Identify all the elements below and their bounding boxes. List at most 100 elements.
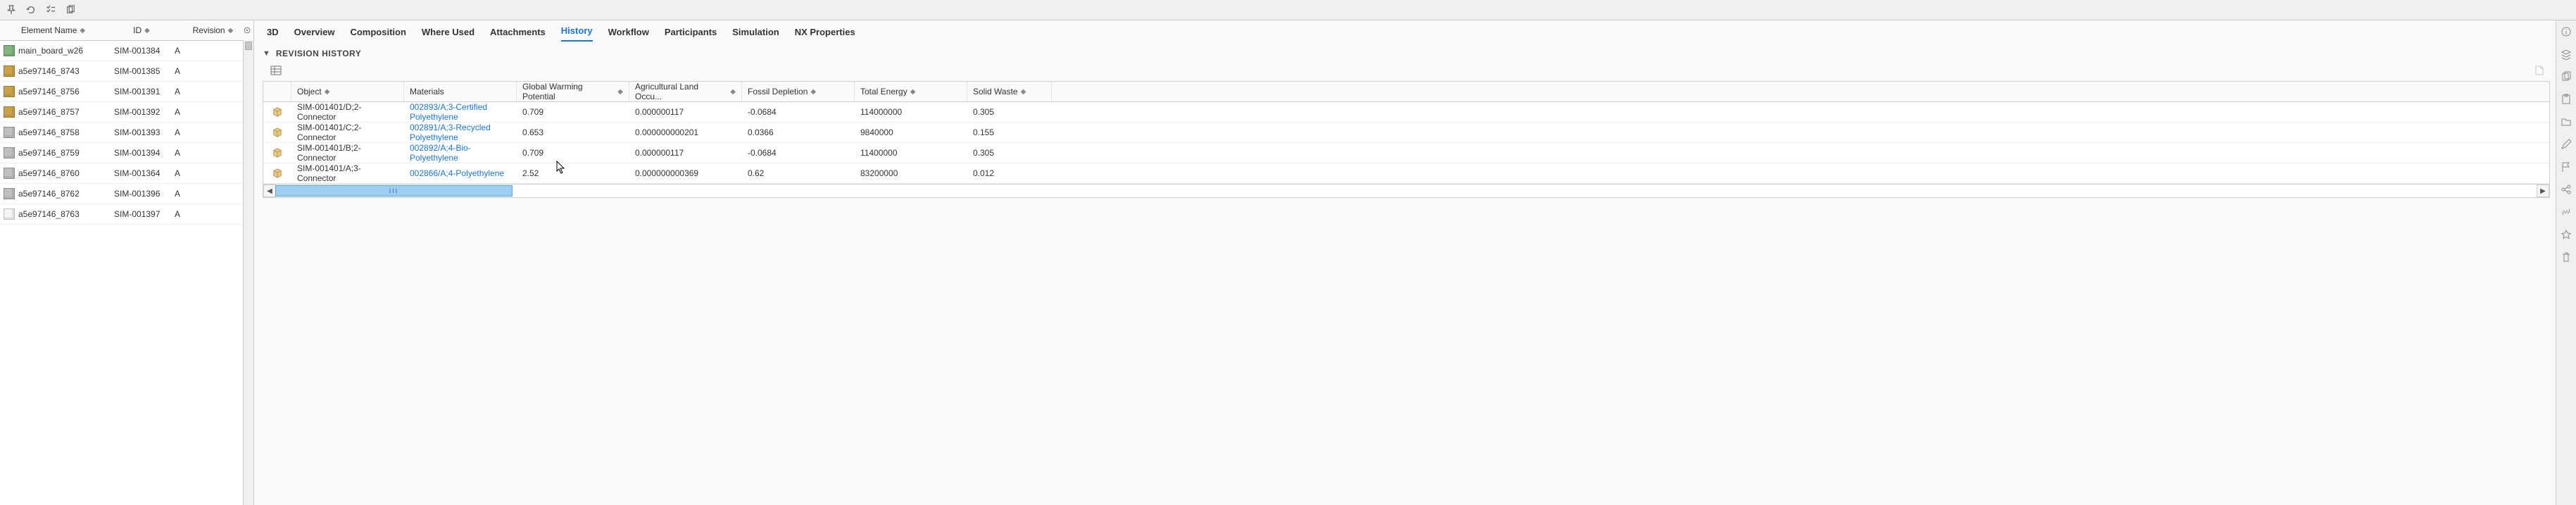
col-label: ID — [133, 25, 142, 35]
export-icon[interactable] — [2533, 64, 2546, 77]
trash-icon[interactable] — [2561, 251, 2572, 263]
tree-row[interactable]: a5e97146_8756SIM-001391A — [0, 82, 253, 102]
tree-row[interactable]: a5e97146_8762SIM-001396A — [0, 184, 253, 204]
cell-name: a5e97146_8763 — [18, 209, 114, 219]
tab-workflow[interactable]: Workflow — [608, 27, 649, 42]
col-label: Element Name — [21, 25, 77, 35]
cell-rev: A — [175, 148, 224, 158]
material-link[interactable]: 002866/A;4-Polyethylene — [410, 168, 504, 178]
scrollbar-thumb[interactable] — [245, 42, 252, 50]
col-revision[interactable]: Revision◆ — [193, 25, 241, 35]
tab-nx-properties[interactable]: NX Properties — [795, 27, 855, 42]
cell-icon — [263, 102, 291, 122]
tree-row[interactable]: a5e97146_8763SIM-001397A — [0, 204, 253, 225]
share-icon[interactable] — [2561, 184, 2572, 195]
sort-icon: ◆ — [617, 88, 623, 96]
col-label: Agricultural Land Occu... — [635, 82, 727, 101]
cell-alo: 0.000000117 — [629, 143, 742, 163]
col-object[interactable]: Object◆ — [291, 82, 404, 101]
info-icon[interactable] — [2561, 26, 2572, 37]
cell-object: SIM-001401/D;2-Connector — [291, 102, 404, 122]
tab-composition[interactable]: Composition — [350, 27, 406, 42]
sort-icon: ◆ — [810, 88, 816, 96]
col-te[interactable]: Total Energy◆ — [855, 82, 967, 101]
tree-row[interactable]: main_board_w26SIM-001384A — [0, 41, 253, 61]
collapse-icon[interactable]: ▼ — [263, 49, 270, 58]
material-link[interactable]: 002891/A;3-Recycled Polyethylene — [410, 123, 510, 142]
part-icon — [0, 127, 18, 138]
col-id[interactable]: ID◆ — [133, 25, 192, 35]
sort-icon: ◆ — [325, 88, 330, 96]
pin-icon[interactable] — [6, 4, 17, 15]
tab-history[interactable]: History — [561, 25, 593, 42]
cell-id: SIM-001396 — [114, 189, 175, 199]
grid-horizontal-scrollbar[interactable]: ◀ III ▶ — [263, 184, 2549, 197]
cell-rev: A — [175, 87, 224, 96]
col-fd[interactable]: Fossil Depletion◆ — [742, 82, 855, 101]
tree-row[interactable]: a5e97146_8760SIM-001364A — [0, 163, 253, 184]
cell-object: SIM-001401/C;2-Connector — [291, 123, 404, 142]
cell-object: SIM-001401/B;2-Connector — [291, 143, 404, 163]
col-materials[interactable]: Materials — [404, 82, 517, 101]
link-icon[interactable] — [2561, 206, 2572, 218]
cell-icon — [263, 163, 291, 183]
col-label: Global Warming Potential — [522, 82, 615, 101]
table-view-icon[interactable] — [270, 64, 282, 77]
col-label: Fossil Depletion — [748, 87, 808, 96]
cell-te: 9840000 — [855, 123, 967, 142]
undo-icon[interactable] — [25, 4, 37, 15]
grid-row[interactable]: SIM-001401/D;2-Connector 002893/A;3-Certi… — [263, 102, 2549, 123]
material-link[interactable]: 002892/A;4-Bio-Polyethylene — [410, 143, 510, 163]
col-alo[interactable]: Agricultural Land Occu...◆ — [629, 82, 742, 101]
cell-id: SIM-001385 — [114, 66, 175, 76]
scrollbar-thumb[interactable]: III — [275, 185, 513, 197]
folder-icon[interactable] — [2561, 116, 2572, 127]
clipboard-icon[interactable] — [2561, 94, 2572, 105]
cell-material[interactable]: 002892/A;4-Bio-Polyethylene — [404, 143, 517, 163]
tab-simulation[interactable]: Simulation — [732, 27, 779, 42]
scroll-right-arrow[interactable]: ▶ — [2537, 185, 2549, 197]
tree-settings-icon[interactable] — [241, 26, 253, 35]
cell-fd: -0.0684 — [742, 143, 855, 163]
cell-material[interactable]: 002891/A;3-Recycled Polyethylene — [404, 123, 517, 142]
sort-icon: ◆ — [144, 27, 150, 35]
cell-material[interactable]: 002893/A;3-Certified Polyethylene — [404, 102, 517, 122]
tree-row[interactable]: a5e97146_8759SIM-001394A — [0, 143, 253, 163]
pencil-icon[interactable] — [2561, 139, 2572, 150]
cell-fd: -0.0684 — [742, 102, 855, 122]
scroll-left-arrow[interactable]: ◀ — [263, 185, 276, 197]
tree-row[interactable]: a5e97146_8757SIM-001392A — [0, 102, 253, 123]
part-icon — [0, 208, 18, 220]
tab-overview[interactable]: Overview — [294, 27, 335, 42]
flag-icon[interactable] — [2561, 161, 2572, 173]
cell-material[interactable]: 002866/A;4-Polyethylene — [404, 163, 517, 183]
layers-icon[interactable] — [2561, 49, 2572, 60]
col-gwp[interactable]: Global Warming Potential◆ — [517, 82, 629, 101]
check-list-icon[interactable] — [45, 4, 56, 15]
tab-3d[interactable]: 3D — [267, 27, 279, 42]
tree-vertical-scrollbar[interactable] — [243, 40, 253, 505]
cell-rev: A — [175, 168, 224, 178]
tab-attachments[interactable]: Attachments — [490, 27, 546, 42]
cell-name: main_board_w26 — [18, 46, 114, 56]
grid-row[interactable]: SIM-001401/C;2-Connector 002891/A;3-Recyc… — [263, 123, 2549, 143]
copy-icon[interactable] — [65, 4, 76, 15]
scroll-track[interactable]: III — [275, 185, 2537, 197]
tree-row[interactable]: a5e97146_8758SIM-001393A — [0, 123, 253, 143]
cell-gwp: 0.709 — [517, 102, 629, 122]
material-link[interactable]: 002893/A;3-Certified Polyethylene — [410, 102, 510, 122]
tree-row[interactable]: a5e97146_8743SIM-001385A — [0, 61, 253, 82]
section-header[interactable]: ▼ REVISION HISTORY — [263, 49, 2550, 58]
grid-row[interactable]: SIM-001401/A;3-Connector002866/A;4-Polye… — [263, 163, 2549, 184]
col-element-name[interactable]: Element Name◆ — [0, 25, 133, 35]
grid-row[interactable]: SIM-001401/B;2-Connector 002892/A;4-Bio-P… — [263, 143, 2549, 163]
star-icon[interactable] — [2561, 229, 2572, 240]
part-icon — [0, 168, 18, 179]
tab-where-used[interactable]: Where Used — [422, 27, 475, 42]
cell-sw: 0.305 — [967, 102, 1052, 122]
cell-name: a5e97146_8757 — [18, 107, 114, 117]
part-icon — [0, 147, 18, 158]
copy-icon[interactable] — [2561, 71, 2572, 82]
col-sw[interactable]: Solid Waste◆ — [967, 82, 1052, 101]
tab-participants[interactable]: Participants — [665, 27, 717, 42]
